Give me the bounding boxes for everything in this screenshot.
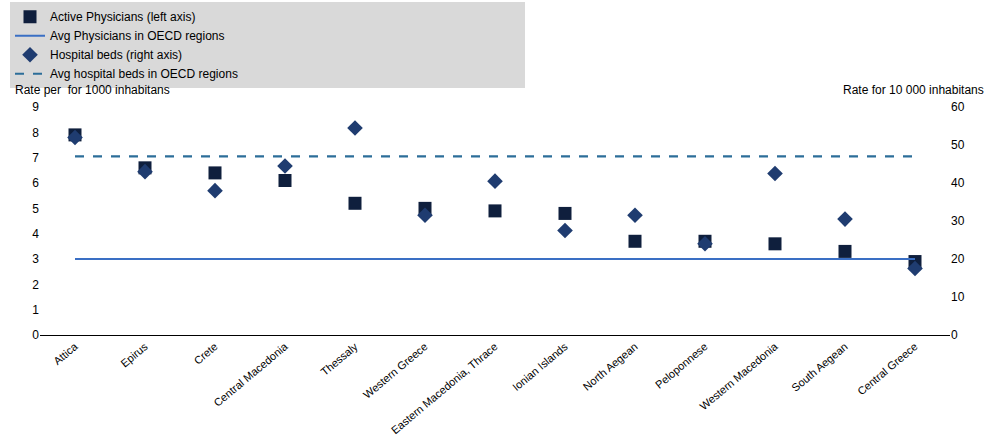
svg-text:30: 30 [951, 214, 965, 228]
svg-text:0: 0 [951, 328, 958, 342]
svg-text:1: 1 [32, 303, 39, 317]
svg-text:Peloponnese: Peloponnese [653, 340, 710, 390]
svg-text:Eastern Macedonia, Thrace: Eastern Macedonia, Thrace [389, 340, 500, 436]
svg-text:Avg Physicians in OECD regions: Avg Physicians in OECD regions [50, 29, 225, 43]
svg-text:Attica: Attica [51, 340, 80, 367]
svg-text:5: 5 [32, 202, 39, 216]
svg-text:7: 7 [32, 151, 39, 165]
svg-text:20: 20 [951, 252, 965, 266]
svg-text:Active Physicians (left axis): Active Physicians (left axis) [50, 10, 195, 24]
svg-text:Central Macedonia: Central Macedonia [211, 340, 290, 409]
svg-text:0: 0 [32, 328, 39, 342]
svg-text:Rate per for 1000 inhabitans: Rate per for 1000 inhabitans [15, 83, 170, 97]
svg-text:North Aegean: North Aegean [581, 340, 640, 392]
svg-text:Avg hospital beds in OECD regi: Avg hospital beds in OECD regions [50, 67, 238, 81]
svg-text:Ionian Islands: Ionian Islands [510, 340, 570, 393]
svg-text:Thessaly: Thessaly [318, 340, 360, 378]
svg-text:South Aegean: South Aegean [789, 340, 850, 394]
svg-text:2: 2 [32, 278, 39, 292]
svg-text:6: 6 [32, 176, 39, 190]
svg-text:Rate for 10 000 inhabitans: Rate for 10 000 inhabitans [843, 83, 984, 97]
svg-text:Western Greece: Western Greece [361, 340, 430, 401]
svg-text:Hospital beds (right axis): Hospital beds (right axis) [50, 48, 182, 62]
svg-text:Central Greece: Central Greece [855, 340, 920, 397]
svg-text:50: 50 [951, 138, 965, 152]
svg-text:3: 3 [32, 252, 39, 266]
svg-text:8: 8 [32, 126, 39, 140]
svg-text:10: 10 [951, 290, 965, 304]
svg-text:40: 40 [951, 176, 965, 190]
svg-text:Crete: Crete [191, 340, 219, 366]
svg-text:9: 9 [32, 100, 39, 114]
svg-text:Epirus: Epirus [118, 340, 150, 370]
svg-text:60: 60 [951, 100, 965, 114]
svg-text:Western Macedonia: Western Macedonia [697, 340, 780, 413]
svg-text:4: 4 [32, 227, 39, 241]
